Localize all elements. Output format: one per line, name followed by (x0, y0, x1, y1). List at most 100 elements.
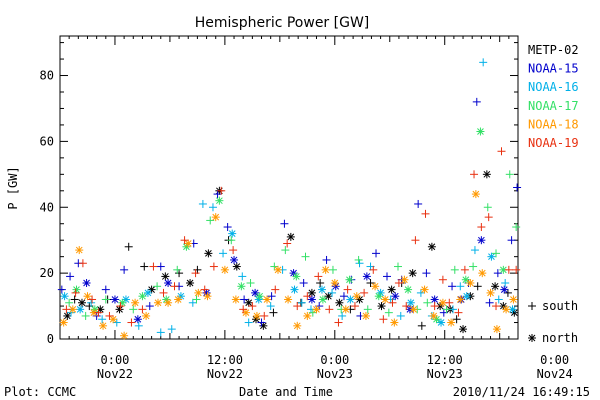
data-point-south (505, 170, 514, 179)
data-point-north (83, 292, 92, 301)
legend: METP-02 NOAA-15 NOAA-16 NOAA-17 NOAA-18 NOAA-… (528, 43, 579, 150)
data-point-south (70, 295, 79, 304)
data-point-south (492, 249, 501, 258)
y-axis: 0 20 40 60 80 (40, 42, 518, 346)
x-tick-time: 12:00 (207, 353, 243, 367)
data-point-south (301, 252, 310, 261)
data-point-south (78, 259, 87, 268)
data-point-south (206, 216, 215, 225)
data-point-north (371, 282, 380, 291)
data-point-south (372, 249, 381, 258)
data-point-south (445, 298, 454, 307)
data-point-south (124, 242, 133, 251)
data-point-south (101, 285, 110, 294)
data-point-south (57, 285, 66, 294)
chart-title: Hemispheric Power [GW] (195, 15, 370, 31)
data-point-south (283, 239, 292, 248)
data-point-north (486, 288, 495, 297)
data-point-south (430, 302, 439, 311)
data-point-south (248, 302, 257, 311)
data-point-south (314, 272, 323, 281)
x-tick-date: Nov23 (317, 367, 353, 381)
data-point-south (180, 236, 189, 245)
data-point-north (502, 305, 511, 314)
data-point-north (290, 285, 299, 294)
legend-entry: NOAA-18 (528, 117, 579, 131)
data-point-north (346, 295, 355, 304)
legend-entry: NOAA-19 (528, 136, 579, 150)
data-point-north (303, 311, 312, 320)
data-point-north (161, 272, 170, 281)
plot-frame (59, 35, 519, 340)
data-point-north (341, 305, 350, 314)
data-point-south (402, 302, 411, 311)
x-axis: 0:00Nov2212:00Nov220:00Nov2312:00Nov230:… (59, 36, 573, 381)
data-point-south (101, 295, 110, 304)
legend-marker-star (528, 334, 536, 342)
data-point-south (85, 302, 94, 311)
data-point-south (145, 302, 154, 311)
data-point-north (461, 275, 470, 284)
data-point-north (211, 213, 220, 222)
data-point-south (246, 279, 255, 288)
data-point-south (504, 265, 513, 274)
x-tick-time: 0:00 (540, 353, 569, 367)
plot-credit: Plot: CCMC (4, 385, 76, 399)
data-point-south (81, 311, 90, 320)
data-point-north (220, 265, 229, 274)
data-point-south (479, 58, 488, 67)
data-point-north (120, 331, 129, 340)
data-point-north (263, 295, 272, 304)
data-point-north (293, 321, 302, 330)
data-point-north (237, 282, 246, 291)
data-point-north (204, 249, 213, 258)
data-point-north (330, 279, 339, 288)
data-point-south (200, 285, 209, 294)
data-point-north (154, 298, 163, 307)
data-point-south (98, 315, 107, 324)
data-point-north (230, 255, 239, 264)
data-point-north (462, 292, 471, 301)
data-point-north (335, 298, 344, 307)
legend-entry: NOAA-17 (528, 99, 579, 113)
data-point-south (156, 328, 165, 337)
data-point-north (387, 285, 396, 294)
data-point-south (240, 295, 249, 304)
x-tick-date: Nov22 (97, 367, 133, 381)
data-point-north (459, 325, 468, 334)
data-point-north (286, 232, 295, 241)
data-point-north (456, 295, 465, 304)
data-point-north (381, 295, 390, 304)
data-point-north (184, 239, 193, 248)
data-point-south (492, 302, 501, 311)
data-point-south (229, 246, 238, 255)
data-point-north (437, 318, 446, 327)
data-point-south (149, 262, 158, 271)
data-point-south (396, 311, 405, 320)
data-point-south (280, 219, 289, 228)
y-tick-label: 60 (40, 134, 54, 148)
data-point-north (390, 318, 399, 327)
data-point-north (63, 311, 72, 320)
x-tick-date: Nov23 (427, 367, 463, 381)
data-point-north (312, 305, 321, 314)
data-point-north (362, 272, 371, 281)
data-point-north (318, 295, 327, 304)
x-tick-time: 0:00 (320, 353, 349, 367)
data-point-south (501, 279, 510, 288)
data-point-north (228, 229, 237, 238)
data-point-north (77, 298, 86, 307)
data-point-south (129, 305, 138, 314)
data-point-south (456, 282, 465, 291)
data-point-north (215, 196, 224, 205)
hemisphere-legend: south north (528, 299, 578, 345)
data-point-south (105, 311, 114, 320)
data-point-north (345, 275, 354, 284)
data-point-south (442, 305, 451, 314)
legend-marker-plus (528, 302, 536, 310)
data-point-south (325, 305, 334, 314)
data-point-north (89, 308, 98, 317)
x-tick-time: 12:00 (427, 353, 463, 367)
data-point-south (281, 246, 290, 255)
data-point-north (509, 295, 518, 304)
